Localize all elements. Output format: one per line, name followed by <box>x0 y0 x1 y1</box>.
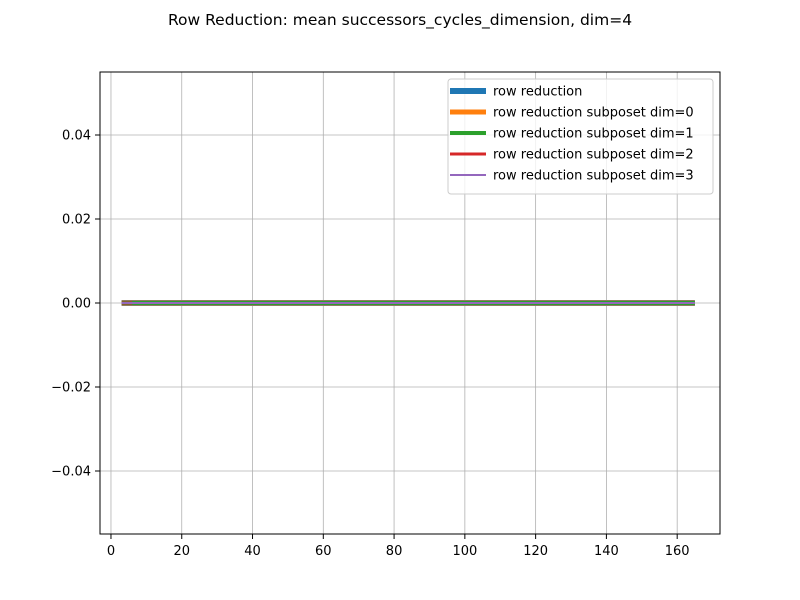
x-tick-label: 80 <box>386 544 403 559</box>
legend-label-3: row reduction subposet dim=2 <box>493 148 694 163</box>
y-tick-label: 0.04 <box>62 129 91 144</box>
x-tick-label: 0 <box>107 544 115 559</box>
x-tick-label: 120 <box>523 544 548 559</box>
legend-label-2: row reduction subposet dim=1 <box>493 127 694 142</box>
y-tick-label: −0.04 <box>51 465 91 480</box>
x-tick-label: 20 <box>173 544 190 559</box>
axis-ticks: 0 20 40 60 80 100 120 140 160 −0.04 −0.02 0.00 0.02 0… <box>51 129 689 560</box>
x-tick-label: 140 <box>594 544 619 559</box>
legend: row reduction row reduction subposet dim=… <box>447 78 714 195</box>
legend-box <box>447 78 714 195</box>
x-tick-label: 160 <box>665 544 690 559</box>
legend-label-4: row reduction subposet dim=3 <box>493 169 694 184</box>
x-tick-label: 100 <box>452 544 477 559</box>
y-tick-label: 0.02 <box>62 213 91 228</box>
x-tick-label: 60 <box>315 544 332 559</box>
x-tick-label: 40 <box>244 544 261 559</box>
y-tick-label: 0.00 <box>62 297 91 312</box>
legend-label-1: row reduction subposet dim=0 <box>493 106 694 121</box>
legend-label-0: row reduction <box>493 85 582 100</box>
y-tick-label: −0.02 <box>51 381 91 396</box>
chart-title: Row Reduction: mean successors_cycles_di… <box>168 11 632 30</box>
